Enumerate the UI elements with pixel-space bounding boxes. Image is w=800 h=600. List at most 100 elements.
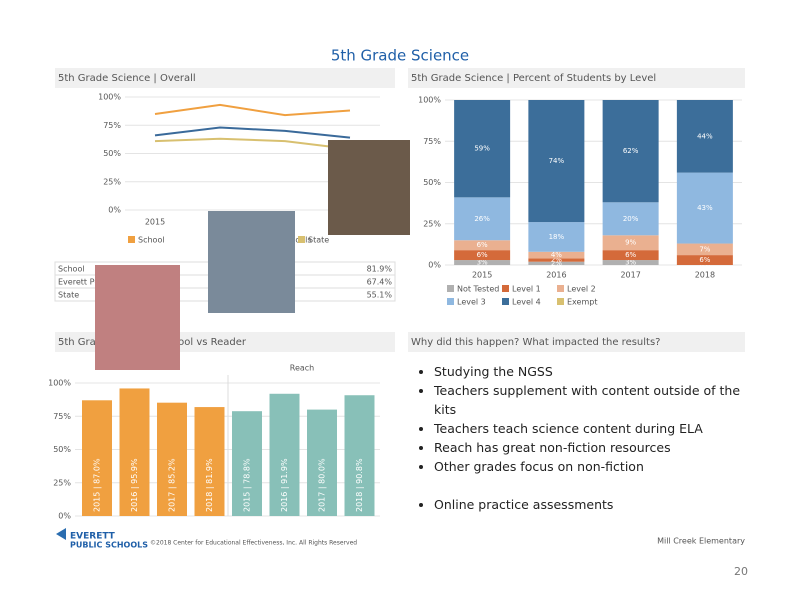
data-label: 2018 | 90.8% xyxy=(355,458,364,512)
bar-segment xyxy=(454,250,511,261)
y-tick-label: 50% xyxy=(103,149,121,158)
bar-segment xyxy=(454,197,511,241)
y-tick-label: 50% xyxy=(423,178,441,187)
bullet: Studying the NGSS xyxy=(434,362,754,381)
legend-swatch xyxy=(557,285,564,292)
data-label: 3% xyxy=(625,259,636,267)
bar-segment xyxy=(676,243,733,256)
data-label: 4% xyxy=(551,251,562,259)
legend-swatch xyxy=(502,298,509,305)
slide-title: 5th Grade Science xyxy=(331,47,469,65)
bar-segment xyxy=(602,100,659,203)
legend-label: Level 3 xyxy=(457,298,486,307)
bullet: Other grades focus on non-fiction xyxy=(434,457,754,476)
school-name: Mill Creek Elementary xyxy=(657,537,745,546)
data-label: 7% xyxy=(699,245,710,253)
bar xyxy=(119,388,150,516)
legend-label: State xyxy=(308,236,329,245)
student-photo xyxy=(95,265,180,370)
data-label: 2015 | 78.8% xyxy=(243,458,252,512)
logo-mark xyxy=(56,528,66,540)
data-label: 2017 | 80.0% xyxy=(318,458,327,512)
data-label: 44% xyxy=(697,132,713,140)
line-series xyxy=(154,103,351,117)
x-tick-label: 2018 xyxy=(695,271,715,280)
bullet-list: Studying the NGSSTeachers supplement wit… xyxy=(418,362,754,514)
bullet: Reach has great non-fiction resources xyxy=(434,438,754,457)
x-tick-label: 2016 xyxy=(546,271,566,280)
y-tick-label: 100% xyxy=(98,93,121,102)
legend-swatch xyxy=(557,298,564,305)
logo-text: PUBLIC SCHOOLS xyxy=(70,541,148,550)
student-photo xyxy=(328,140,410,235)
legend-label: Level 2 xyxy=(567,285,596,294)
bar xyxy=(82,400,112,516)
bar-segment xyxy=(602,250,659,261)
bar xyxy=(307,409,337,516)
data-label: 3% xyxy=(477,259,488,267)
legend-swatch xyxy=(447,298,454,305)
y-tick-label: 0% xyxy=(58,512,71,521)
data-label: 18% xyxy=(549,233,565,241)
bar-segment xyxy=(676,255,733,265)
bar-segment xyxy=(454,240,511,251)
page-number: 20 xyxy=(734,565,748,578)
panel-header xyxy=(408,332,745,352)
bar-segment xyxy=(676,172,733,244)
bar-segment xyxy=(602,202,659,236)
data-label: 62% xyxy=(623,147,639,155)
table-cell: 55.1% xyxy=(367,291,393,300)
bar xyxy=(232,411,262,516)
data-label: 6% xyxy=(625,251,636,259)
legend-swatch xyxy=(298,236,305,243)
group-label: Reach xyxy=(290,364,315,373)
legend-label: Level 1 xyxy=(512,285,541,294)
bullet: Online practice assessments xyxy=(434,495,754,514)
y-tick-label: 75% xyxy=(103,121,121,130)
table-cell: School xyxy=(58,265,85,274)
y-tick-label: 25% xyxy=(103,177,121,186)
bar-segment xyxy=(602,260,659,265)
y-tick-label: 75% xyxy=(423,137,441,146)
panel-header xyxy=(55,68,395,88)
bar-segment xyxy=(454,100,511,198)
data-label: 2% xyxy=(551,256,562,264)
line-series xyxy=(154,137,351,150)
panel-header xyxy=(408,68,745,88)
data-label: 2017 | 85.2% xyxy=(168,458,177,512)
bar xyxy=(157,402,187,516)
bar-segment xyxy=(676,100,733,173)
data-label: 6% xyxy=(477,241,488,249)
copyright: ©2018 Center for Educational Effectivene… xyxy=(150,540,357,547)
bar-segment xyxy=(528,258,585,262)
y-tick-label: 100% xyxy=(48,379,71,388)
data-label: 20% xyxy=(623,215,639,223)
bullet: Teachers teach science content during EL… xyxy=(434,419,754,438)
legend-label: School xyxy=(138,236,165,245)
x-tick-label: 2015 xyxy=(145,218,165,227)
bar-segment xyxy=(602,235,659,251)
data-label: 26% xyxy=(474,215,490,223)
y-tick-label: 75% xyxy=(53,412,71,421)
data-label: 6% xyxy=(477,251,488,259)
data-label: 6% xyxy=(699,256,710,264)
charts: 0%25%50%75%100%2015201620172018SchoolEve… xyxy=(48,93,742,521)
panel-title: Why did this happen? What impacted the r… xyxy=(411,337,660,348)
legend-label: Not Tested xyxy=(457,285,499,294)
table-cell: 67.4% xyxy=(367,278,393,287)
bar xyxy=(344,395,375,516)
bar-segment xyxy=(528,100,585,223)
y-tick-label: 25% xyxy=(53,478,71,487)
legend-swatch xyxy=(502,285,509,292)
table-cell: 81.9% xyxy=(367,265,393,274)
bar xyxy=(269,393,300,516)
data-label: 59% xyxy=(474,145,490,153)
data-label: 2016 | 91.9% xyxy=(280,458,289,512)
bar-segment xyxy=(528,261,585,265)
y-tick-label: 100% xyxy=(418,96,441,105)
data-label: 9% xyxy=(625,239,636,247)
y-tick-label: 25% xyxy=(423,219,441,228)
y-tick-label: 50% xyxy=(53,445,71,454)
data-label: 74% xyxy=(549,157,565,165)
